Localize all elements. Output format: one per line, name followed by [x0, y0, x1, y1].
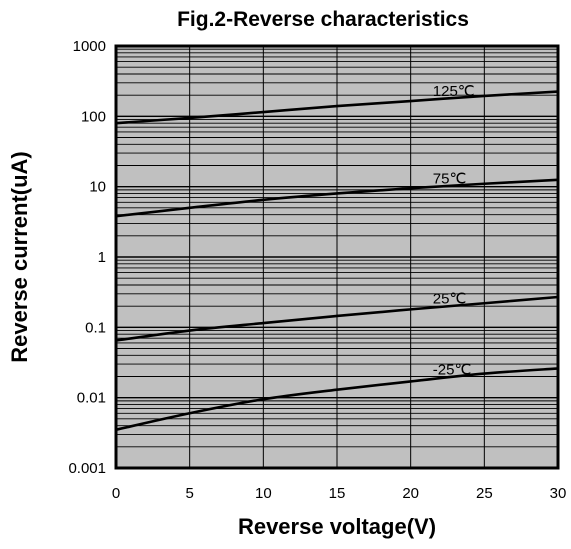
- y-tick-label-6: 1000: [73, 38, 106, 55]
- series-label-3: -25℃: [433, 362, 472, 379]
- series-line-1: [114, 178, 560, 218]
- series-label-0: 125℃: [433, 83, 475, 100]
- series-label-2: 25℃: [433, 291, 467, 308]
- y-tick-label-1: 0.01: [77, 390, 106, 407]
- y-tick-label-5: 100: [81, 108, 106, 125]
- x-axis-title: Reverse voltage(V): [238, 514, 436, 539]
- series-label-layer: 125℃ 75℃ 25℃ -25℃: [433, 83, 475, 379]
- x-tick-label-0: 0: [112, 485, 120, 502]
- y-tick-label-2: 0.1: [85, 319, 106, 336]
- x-tick-labels: 0 5 10 15 20 25 30: [112, 485, 567, 502]
- y-tick-label-0: 0.001: [68, 460, 106, 477]
- plot-frame: [114, 44, 560, 470]
- x-tick-label-2: 10: [255, 485, 272, 502]
- y-axis-title: Reverse current(uA): [7, 151, 32, 363]
- y-tick-label-3: 1: [98, 249, 106, 266]
- x-tick-label-5: 25: [476, 485, 493, 502]
- series-line-0: [114, 90, 560, 125]
- series-line-2: [114, 295, 560, 342]
- y-tick-labels: 0.001 0.01 0.1 1 10 100 1000: [68, 38, 106, 477]
- series-label-1: 75℃: [433, 171, 467, 188]
- x-tick-label-4: 20: [402, 485, 419, 502]
- x-tick-label-3: 15: [329, 485, 346, 502]
- x-tick-label-6: 30: [550, 485, 567, 502]
- grid-lines: [116, 46, 558, 468]
- series-layer: [114, 90, 560, 432]
- series-line-3: [114, 367, 560, 432]
- chart-title: Fig.2-Reverse characteristics: [177, 8, 469, 31]
- y-tick-label-4: 10: [89, 179, 106, 196]
- x-tick-label-1: 5: [185, 485, 193, 502]
